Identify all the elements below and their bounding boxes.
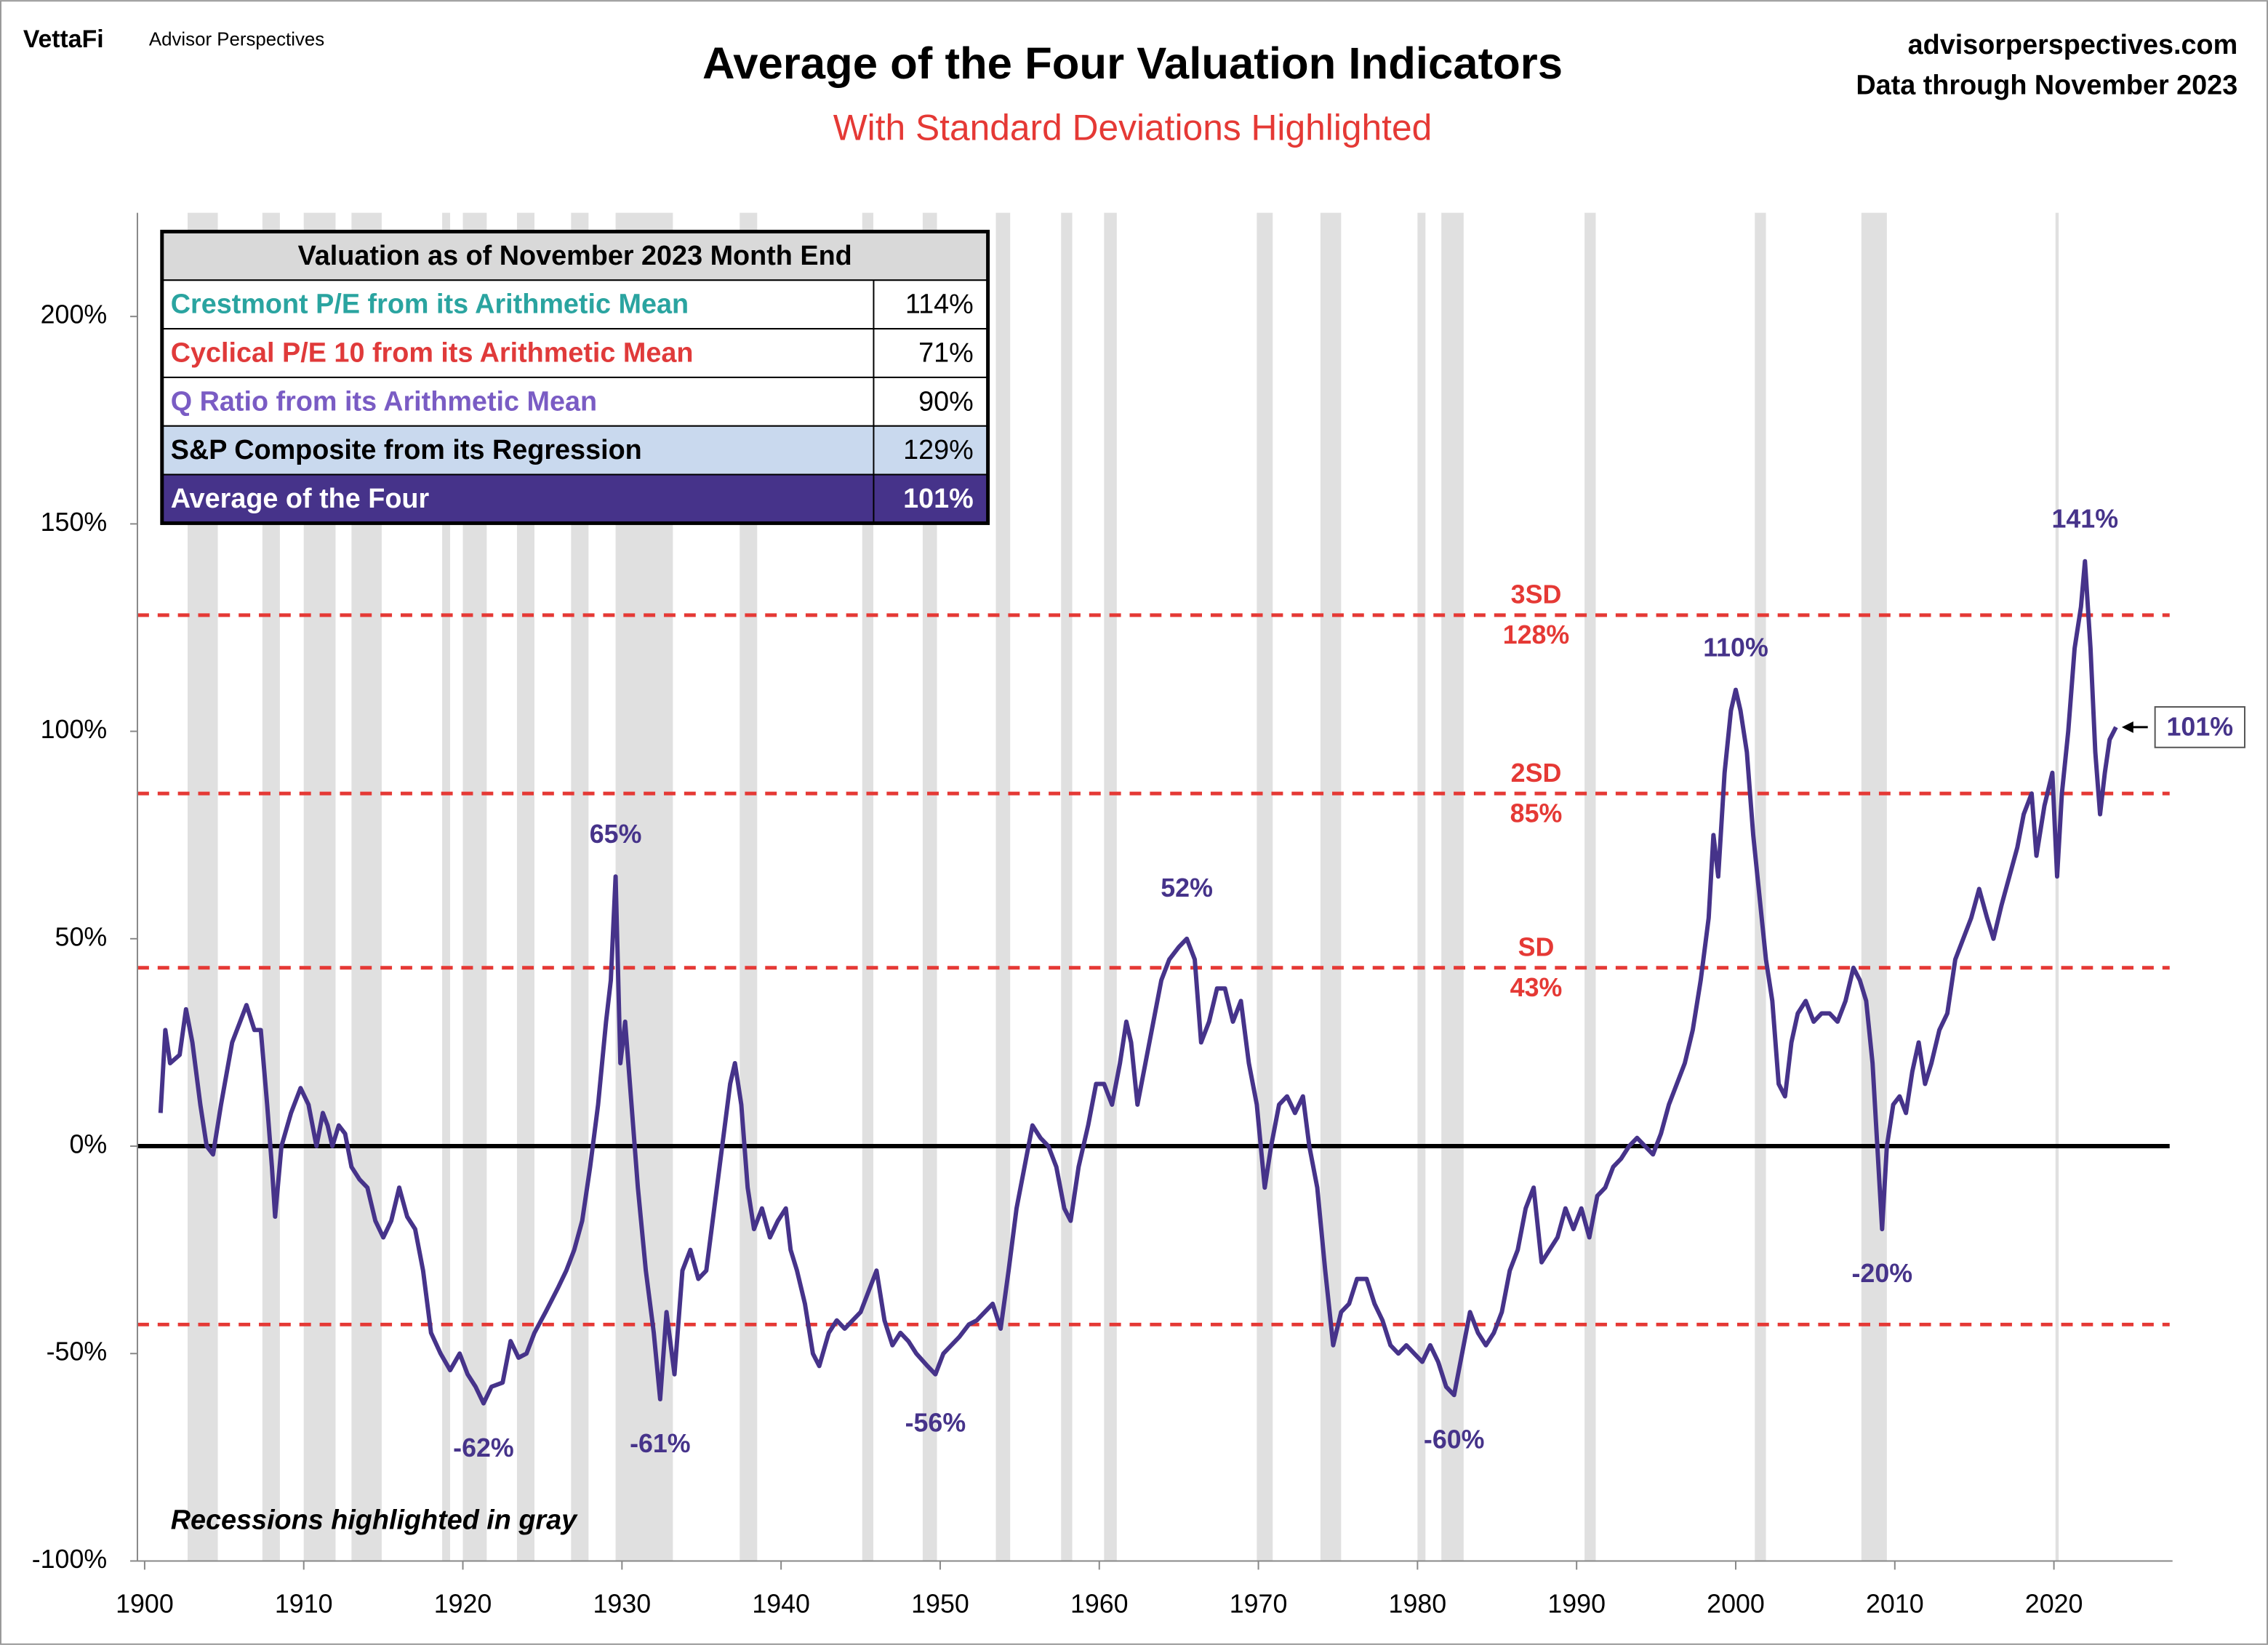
latest-box [2154,706,2245,748]
y-tick-label: -100% [32,1545,107,1574]
chart-title: Average of the Four Valuation Indicators [702,39,1563,89]
data-label: -61% [630,1429,691,1458]
table-title: Valuation as of November 2023 Month End [298,241,852,271]
x-tick-label: 1900 [116,1590,174,1619]
x-tick-label: 2020 [2025,1590,2083,1619]
x-tick-label: 1950 [911,1590,969,1619]
recession-band [1104,212,1117,1561]
data-label: -60% [1424,1425,1485,1454]
recession-band [995,212,1011,1561]
table-row-value: 71% [918,337,974,368]
table-row-value: 114% [905,289,974,320]
latest-arrowhead [2121,721,2133,733]
x-tick-label: 1990 [1547,1590,1606,1619]
x-tick-label: 1960 [1070,1590,1129,1619]
x-tick-label: 1980 [1389,1590,1447,1619]
recession-band [2055,212,2059,1561]
y-tick-label: 0% [69,1129,107,1158]
recession-band [1320,212,1342,1561]
reference-name: 3SD [1511,580,1562,609]
chart-subtitle: With Standard Deviations Highlighted [833,107,1432,148]
data-label: 110% [1703,633,1768,662]
recession-band [1441,212,1464,1561]
y-tick-label: 200% [41,300,108,329]
table-row-label: Average of the Four [171,484,430,514]
data-label: 65% [590,820,642,849]
x-tick-label: 1970 [1230,1590,1288,1619]
table-row-value: 129% [903,435,974,465]
recession-band [1257,212,1273,1561]
y-tick-label: 50% [55,922,108,951]
table-row-bg [161,328,989,378]
reference-name: 2SD [1511,759,1562,788]
table-row-label: Q Ratio from its Arithmetic Mean [171,386,597,417]
data-label: -62% [453,1433,514,1462]
x-tick-label: 1920 [434,1590,492,1619]
table-row-value: 101% [903,484,974,514]
recession-band [1861,212,1887,1561]
foreground-layer: 3SD 128% 2SD 85% SD 43% 65% -62% -61% -56% 52% -60%… [158,229,2245,1462]
recession-band [442,212,451,1561]
y-tick-label: 150% [41,508,108,537]
brand: VettaFi [23,25,104,53]
recession-band [922,212,937,1561]
data-through: Data through November 2023 [1856,70,2237,100]
table-row-label: S&P Composite from its Regression [171,435,642,465]
table-row-bg [161,425,989,476]
x-tick-label: 2010 [1866,1590,1924,1619]
x-tick-label: 1940 [752,1590,810,1619]
latest-label: 101% [2167,712,2234,741]
table-row-label: Crestmont P/E from its Arithmetic Mean [171,289,689,320]
site: advisorperspectives.com [1908,30,2238,60]
reference-value-label: 85% [1510,799,1563,828]
x-tick-label: 1910 [275,1590,333,1619]
x-tick-label: 1930 [593,1590,652,1619]
series-line [158,559,2118,1406]
recession-band [1061,212,1073,1561]
y-tick-label: -50% [47,1337,108,1366]
brand-sub: Advisor Perspectives [149,30,324,50]
recession-band [1417,212,1426,1561]
reference-value-label: 43% [1510,973,1563,1002]
table-row-label: Cyclical P/E 10 from its Arithmetic Mean [171,337,694,368]
y-tick-label: 100% [41,715,108,744]
note: Recessions highlighted in gray [171,1505,578,1536]
data-label: -56% [905,1409,966,1438]
data-label: 141% [2051,504,2118,533]
table-border [160,229,990,525]
recession-band [862,212,874,1561]
data-label: 52% [1161,873,1213,902]
reference-name: SD [1518,932,1555,961]
recession-band [1584,212,1596,1561]
data-label: -20% [1852,1259,1913,1288]
reference-value-label: 128% [1503,620,1570,649]
x-tick-label: 2000 [1707,1590,1765,1619]
table-row-value: 90% [918,386,974,417]
